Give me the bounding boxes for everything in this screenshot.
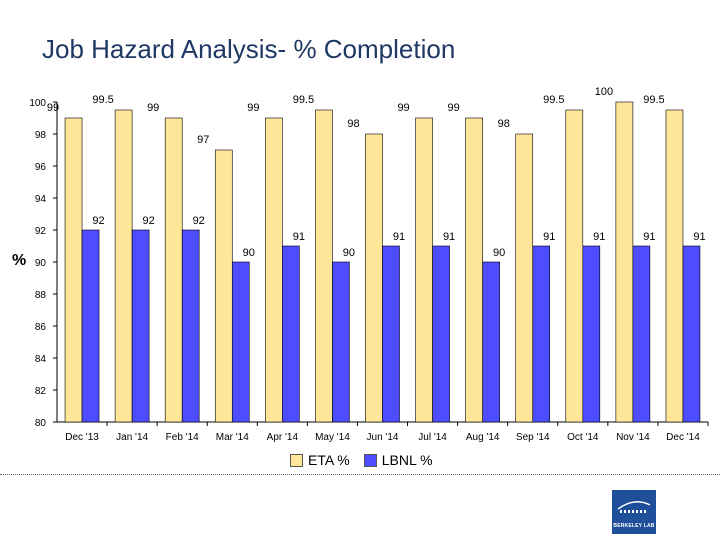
page-title: Job Hazard Analysis- % Completion bbox=[42, 34, 456, 64]
lbnl-data-label: 91 bbox=[543, 231, 555, 243]
bar-chart: 80 82 84 86 88 90 92 94 96 98 100 Dec '13 99 92 Jan '1… bbox=[29, 86, 709, 443]
eta-bar bbox=[415, 117, 433, 423]
y-tick-label: 98 bbox=[35, 130, 47, 141]
y-tick-label: 80 bbox=[35, 418, 47, 429]
x-tick-label: Aug '14 bbox=[466, 432, 500, 443]
x-tick-label: Dec '13 bbox=[65, 432, 99, 443]
legend-item-lbnl: LBNL % bbox=[363, 452, 433, 468]
x-tick-label: Jun '14 bbox=[367, 432, 399, 443]
lbnl-bar bbox=[682, 245, 701, 423]
y-tick-label: 90 bbox=[35, 258, 47, 269]
y-tick-label: 86 bbox=[35, 322, 47, 333]
eta-bar bbox=[114, 109, 133, 423]
lbnl-bar bbox=[282, 245, 300, 423]
lbnl-bar bbox=[482, 261, 500, 423]
y-tick-label: 88 bbox=[35, 290, 47, 301]
eta-data-label: 99.5 bbox=[293, 94, 314, 106]
footer-divider bbox=[0, 474, 720, 475]
x-tick-label: Mar '14 bbox=[216, 432, 249, 443]
logo-text: BERKELEY LAB bbox=[613, 523, 655, 529]
y-tick-label: 92 bbox=[35, 226, 47, 237]
lbnl-data-label: 92 bbox=[142, 215, 154, 227]
logo-building-icon bbox=[617, 501, 651, 513]
lbnl-bar bbox=[231, 261, 250, 423]
lbnl-data-label: 90 bbox=[343, 247, 355, 259]
lbnl-bar bbox=[582, 245, 601, 423]
eta-bar bbox=[365, 133, 383, 423]
y-tick-label: 96 bbox=[35, 162, 47, 173]
eta-bar bbox=[315, 109, 333, 423]
lbnl-bar bbox=[81, 229, 100, 423]
eta-data-label: 98 bbox=[498, 118, 510, 130]
x-tick-label: May '14 bbox=[315, 432, 350, 443]
eta-data-label: 99 bbox=[448, 102, 460, 114]
lbnl-bar bbox=[181, 229, 200, 423]
legend-label-eta: ETA % bbox=[308, 452, 350, 468]
lbnl-data-label: 92 bbox=[193, 215, 205, 227]
y-tick-label: 84 bbox=[35, 354, 47, 365]
lbnl-data-label: 91 bbox=[593, 231, 605, 243]
eta-bar bbox=[214, 149, 233, 423]
eta-data-label: 99.5 bbox=[543, 94, 564, 106]
y-axis-label: % bbox=[12, 252, 27, 269]
chart-legend: ETA % LBNL % bbox=[290, 452, 441, 468]
x-tick-label: Nov '14 bbox=[616, 432, 650, 443]
lbnl-data-label: 91 bbox=[293, 231, 305, 243]
lbnl-data-label: 91 bbox=[693, 231, 705, 243]
eta-data-label: 99 bbox=[47, 102, 59, 114]
eta-bar bbox=[515, 133, 534, 423]
x-tick-label: Oct '14 bbox=[567, 432, 599, 443]
lbnl-bar bbox=[632, 245, 651, 423]
eta-bar bbox=[265, 117, 283, 423]
lbnl-bar bbox=[131, 229, 150, 423]
eta-bar bbox=[615, 101, 634, 423]
x-tick-label: Apr '14 bbox=[267, 432, 299, 443]
eta-bar bbox=[465, 117, 483, 423]
y-tick-label: 94 bbox=[35, 194, 47, 205]
lbnl-data-label: 91 bbox=[643, 231, 655, 243]
lbnl-bar bbox=[332, 261, 350, 423]
x-tick-label: Sep '14 bbox=[516, 432, 550, 443]
eta-data-label: 97 bbox=[197, 134, 209, 146]
lbnl-data-label: 90 bbox=[243, 247, 255, 259]
eta-data-label: 99 bbox=[397, 102, 409, 114]
eta-data-label: 99.5 bbox=[92, 94, 113, 106]
lbnl-data-label: 91 bbox=[443, 231, 455, 243]
x-tick-label: Feb '14 bbox=[166, 432, 199, 443]
lbnl-data-label: 90 bbox=[493, 247, 505, 259]
eta-data-label: 100 bbox=[595, 86, 613, 98]
y-tick-label: 82 bbox=[35, 386, 47, 397]
legend-swatch-eta bbox=[290, 453, 303, 467]
legend-label-lbnl: LBNL % bbox=[381, 452, 433, 468]
eta-bar bbox=[665, 109, 684, 423]
y-tick-label: 100 bbox=[29, 98, 46, 109]
eta-bar bbox=[164, 117, 183, 423]
eta-data-label: 98 bbox=[347, 118, 359, 130]
lbnl-data-label: 92 bbox=[92, 215, 104, 227]
eta-data-label: 99 bbox=[147, 102, 159, 114]
lbnl-bar bbox=[532, 245, 551, 423]
eta-bar bbox=[64, 117, 83, 423]
x-tick-label: Jul '14 bbox=[418, 432, 447, 443]
legend-swatch-lbnl bbox=[363, 453, 377, 467]
berkeley-lab-logo: BERKELEY LAB bbox=[612, 490, 656, 534]
legend-item-eta: ETA % bbox=[290, 452, 350, 468]
lbnl-bar bbox=[432, 245, 450, 423]
x-tick-label: Jan '14 bbox=[116, 432, 148, 443]
eta-data-label: 99 bbox=[247, 102, 259, 114]
lbnl-data-label: 91 bbox=[393, 231, 405, 243]
x-tick-label: Dec '14 bbox=[666, 432, 700, 443]
lbnl-bar bbox=[382, 245, 400, 423]
eta-data-label: 99.5 bbox=[643, 94, 664, 106]
eta-bar bbox=[565, 109, 584, 423]
